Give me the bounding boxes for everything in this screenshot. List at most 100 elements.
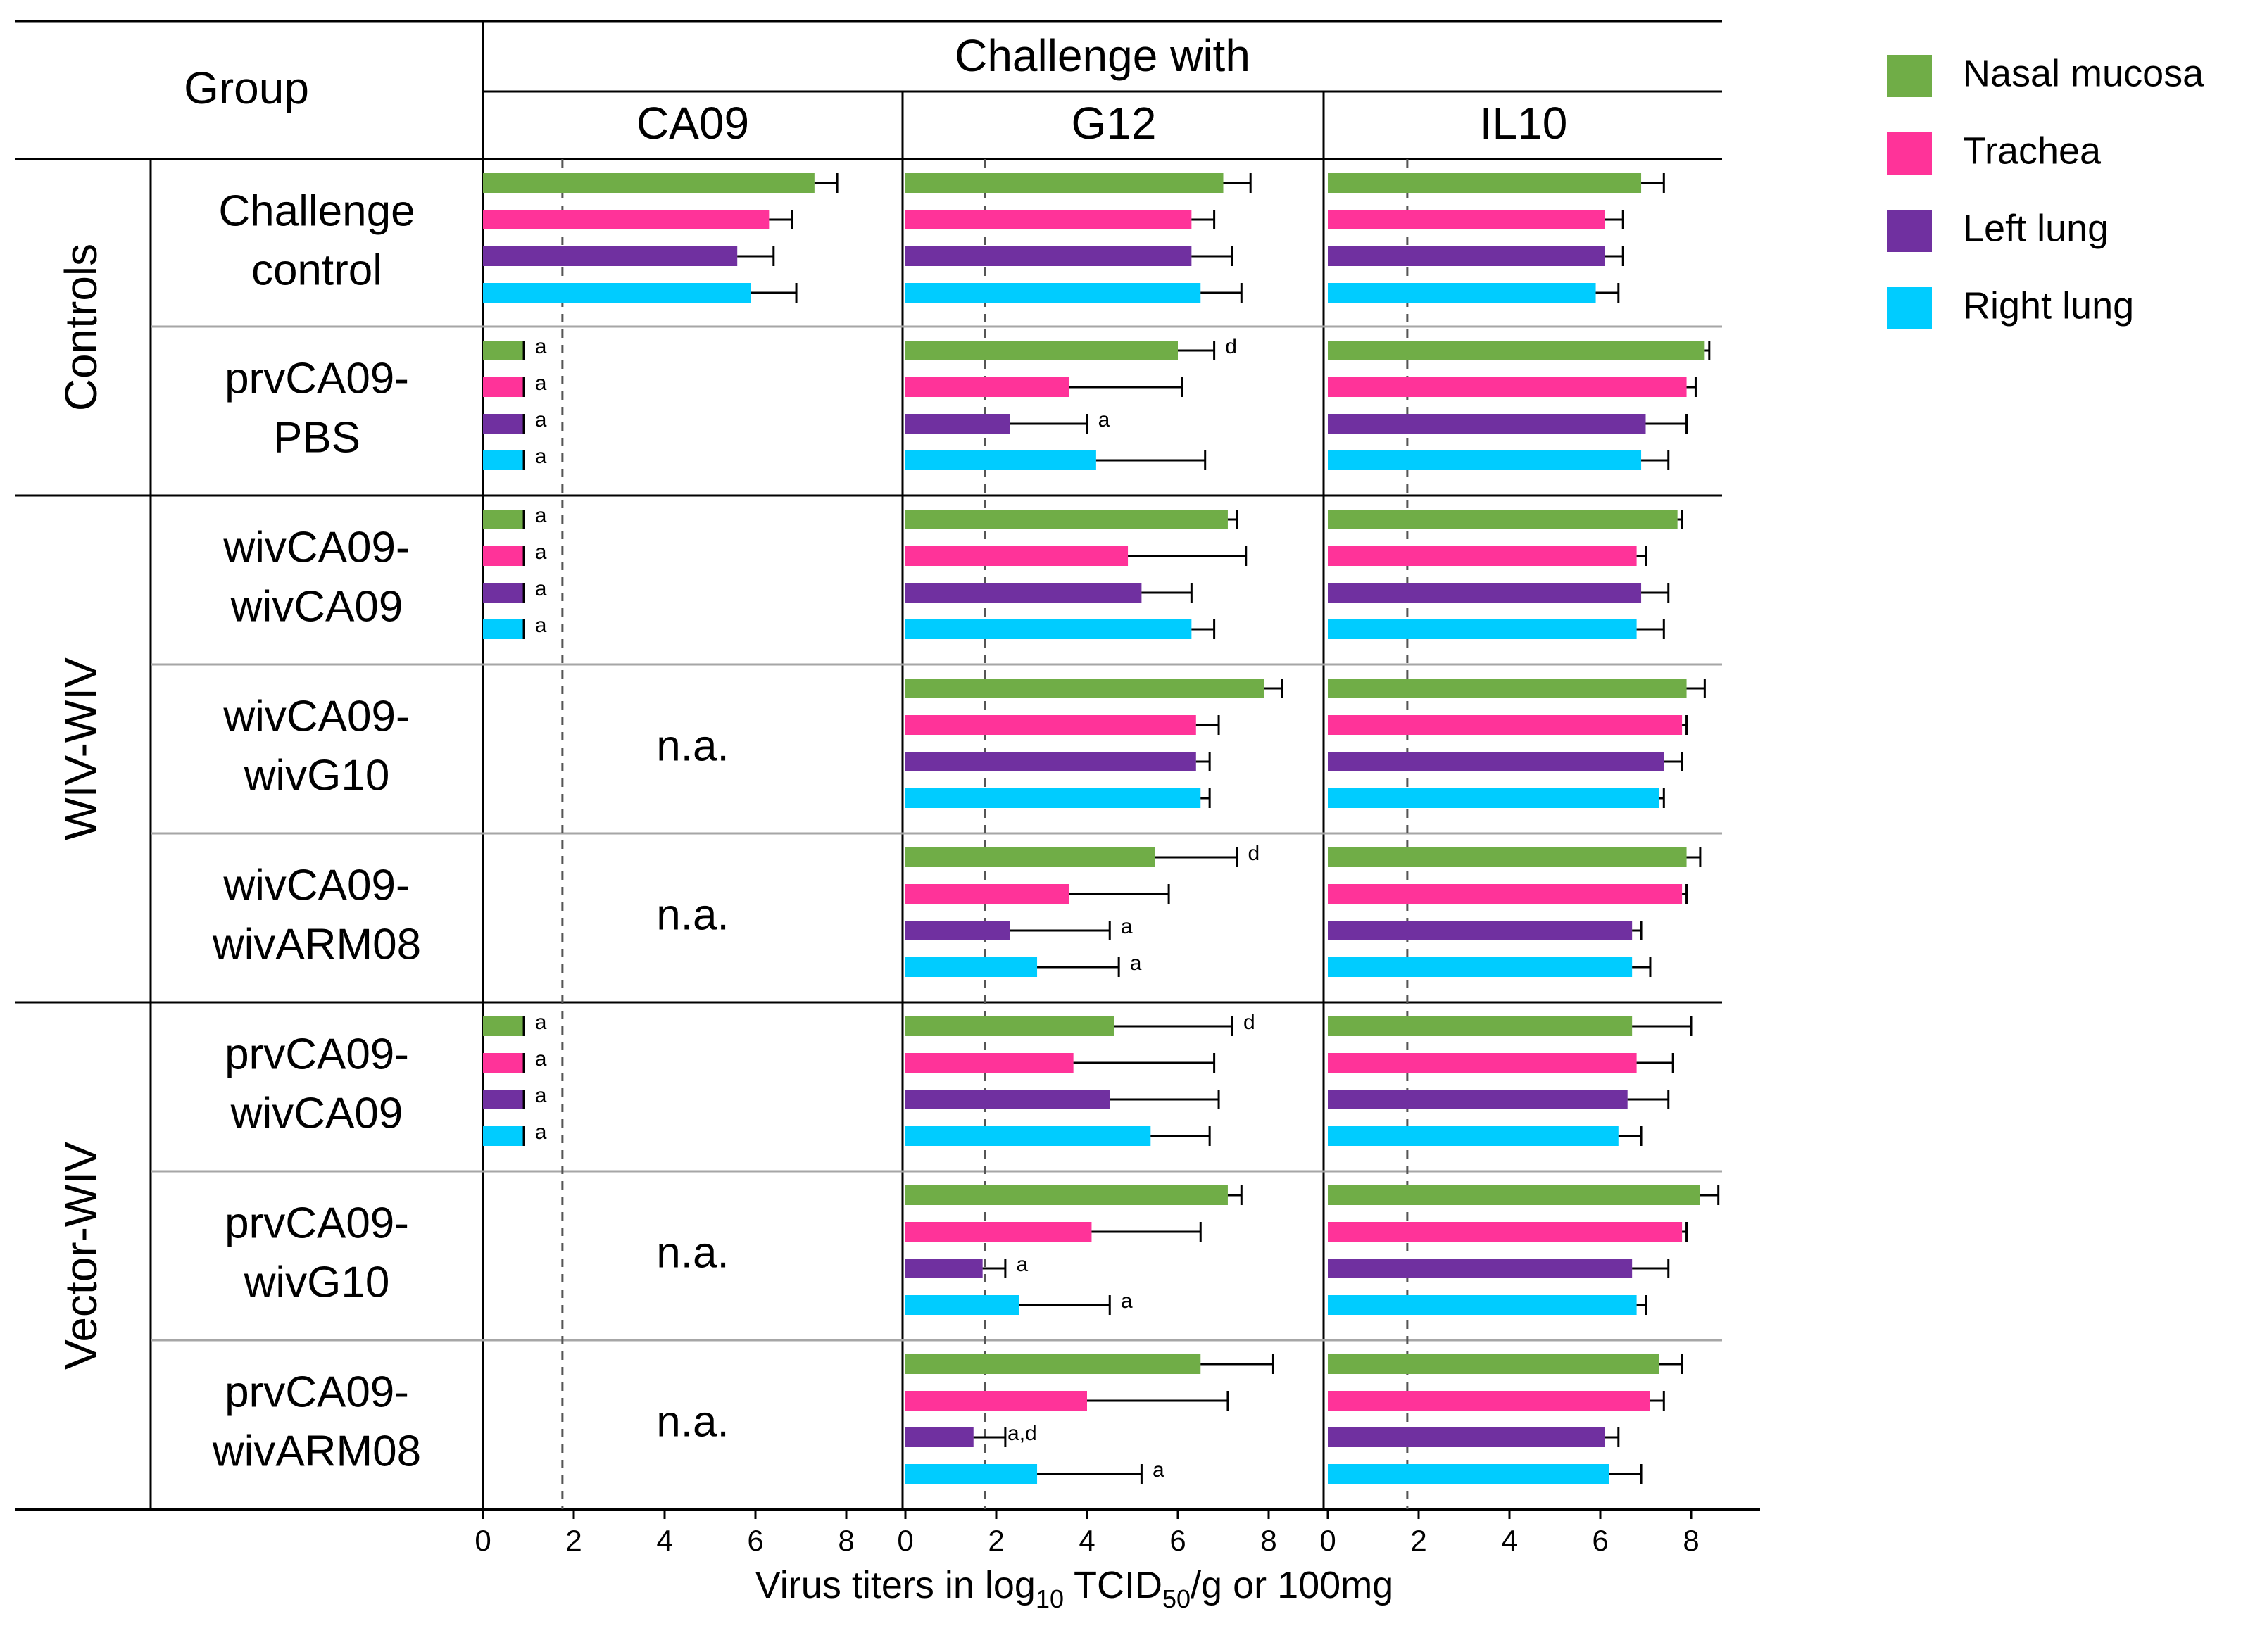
significance-label: a [535, 1121, 547, 1144]
na-label: n.a. [656, 1397, 729, 1446]
bar-il10-left-lung [1328, 246, 1605, 266]
legend-swatch-nasal-mucosa [1887, 55, 1932, 97]
bar-ca09-left-lung [483, 246, 738, 266]
group-label-line1: prvCA09- [225, 1368, 409, 1416]
bar-il10-nasal-mucosa [1328, 341, 1705, 360]
bar-g12-right-lung [905, 788, 1201, 808]
bar-il10-left-lung [1328, 1090, 1628, 1109]
bar-g12-trachea [905, 210, 1192, 229]
bar-g12-left-lung [905, 414, 1010, 434]
bar-ca09-left-lung [483, 583, 525, 603]
na-label: n.a. [656, 721, 729, 770]
bar-il10-trachea [1328, 884, 1683, 904]
significance-label: a [535, 577, 547, 600]
bar-g12-left-lung [905, 1427, 974, 1447]
panel-header-ca09: CA09 [636, 98, 749, 149]
significance-label: a [1098, 408, 1110, 431]
bar-g12-right-lung [905, 1295, 1019, 1315]
x-tick-label: 4 [1501, 1524, 1517, 1557]
bar-g12-trachea [905, 1222, 1092, 1242]
legend-swatch-right-lung [1887, 287, 1932, 329]
x-axis-label: Virus titers in log10 TCID50/g or 100mg [755, 1564, 1393, 1613]
x-tick-label: 8 [1683, 1524, 1699, 1557]
x-axis-label-part: /g or 100mg [1191, 1564, 1393, 1606]
group-label-line1: wivCA09- [222, 861, 410, 909]
bar-il10-right-lung [1328, 1295, 1637, 1315]
group-label-line1: Challenge [218, 187, 415, 235]
significance-label: a [535, 445, 547, 468]
bar-il10-trachea [1328, 546, 1637, 566]
panel-header-il10: IL10 [1480, 98, 1568, 149]
bar-g12-right-lung [905, 1464, 1038, 1484]
bar-g12-right-lung [905, 283, 1201, 303]
x-tick-label: 4 [656, 1524, 672, 1557]
bar-g12-nasal-mucosa [905, 1016, 1114, 1036]
text-layer: Group Challenge with CA09 G12 IL10 Controls WI… [56, 30, 1700, 1613]
bar-il10-left-lung [1328, 1259, 1633, 1278]
x-tick-label: 0 [475, 1524, 491, 1557]
bar-il10-right-lung [1328, 283, 1596, 303]
bar-ca09-trachea [483, 377, 525, 397]
legend-label-right-lung: Right lung [1963, 284, 2134, 327]
bar-il10-nasal-mucosa [1328, 510, 1678, 529]
bar-ca09-right-lung [483, 619, 525, 639]
bar-g12-trachea [905, 1391, 1087, 1411]
bar-g12-nasal-mucosa [905, 847, 1155, 867]
bar-il10-right-lung [1328, 1126, 1619, 1146]
x-tick-label: 6 [747, 1524, 763, 1557]
significance-label: a [535, 1047, 547, 1071]
bar-il10-right-lung [1328, 788, 1659, 808]
x-tick-label: 2 [988, 1524, 1004, 1557]
significance-label: a [535, 541, 547, 564]
bar-il10-trachea [1328, 715, 1683, 735]
bar-ca09-left-lung [483, 1090, 525, 1109]
bar-g12-right-lung [905, 1126, 1151, 1146]
bar-il10-trachea [1328, 377, 1687, 397]
x-tick-label: 8 [838, 1524, 854, 1557]
bar-il10-left-lung [1328, 921, 1633, 940]
x-axis-label-part: TCID [1064, 1564, 1162, 1606]
significance-label: a [535, 408, 547, 431]
group-label-line2: wivARM08 [212, 920, 421, 969]
block-label-controls: Controls [56, 244, 106, 411]
bar-g12-left-lung [905, 921, 1010, 940]
bar-g12-nasal-mucosa [905, 1354, 1201, 1374]
significance-label: a [1121, 915, 1133, 938]
bar-g12-right-lung [905, 450, 1096, 470]
x-tick-label: 2 [565, 1524, 582, 1557]
bar-il10-left-lung [1328, 752, 1664, 771]
bar-g12-nasal-mucosa [905, 679, 1264, 698]
grid-layer [15, 20, 1760, 1519]
bar-ca09-trachea [483, 546, 525, 566]
x-tick-label: 4 [1079, 1524, 1095, 1557]
legend-swatch-trachea [1887, 132, 1932, 175]
bar-g12-trachea [905, 377, 1069, 397]
significance-label: a [535, 335, 547, 358]
bar-g12-trachea [905, 1053, 1074, 1073]
group-label-line2: PBS [273, 413, 360, 462]
bar-g12-left-lung [905, 583, 1142, 603]
na-label: n.a. [656, 1228, 729, 1277]
bar-g12-right-lung [905, 957, 1038, 977]
significance-label: a [1121, 1290, 1133, 1313]
x-tick-label: 0 [1319, 1524, 1336, 1557]
bar-ca09-right-lung [483, 450, 525, 470]
bar-g12-nasal-mucosa [905, 173, 1224, 193]
bar-il10-right-lung [1328, 957, 1633, 977]
legend-swatch-left-lung [1887, 210, 1932, 252]
significance-label: a [1017, 1253, 1029, 1276]
bar-il10-nasal-mucosa [1328, 679, 1687, 698]
bars-layer [483, 173, 1720, 1484]
bar-ca09-nasal-mucosa [483, 1016, 525, 1036]
x-tick-label: 6 [1169, 1524, 1186, 1557]
bar-ca09-trachea [483, 210, 770, 229]
group-label-line1: wivCA09- [222, 523, 410, 572]
group-label-line2: control [251, 246, 382, 294]
significance-label: a,d [1007, 1422, 1037, 1445]
bar-ca09-nasal-mucosa [483, 510, 525, 529]
block-label-wiv-wiv: WIV-WIV [56, 657, 106, 840]
bar-g12-trachea [905, 884, 1069, 904]
significance-label: a [535, 372, 547, 395]
